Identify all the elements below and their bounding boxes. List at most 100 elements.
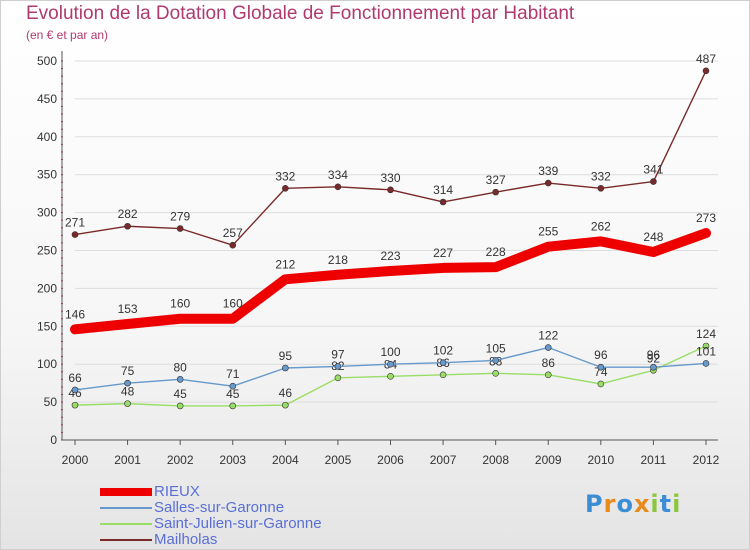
data-label-salles-sur-garonne-2007: 102 [433, 344, 453, 358]
data-label-saint-julien-sur-garonne-2004: 46 [279, 386, 293, 400]
x-tick-label-2009: 2009 [535, 453, 562, 467]
data-label-mailholas-2012: 487 [696, 52, 716, 66]
data-label-saint-julien-sur-garonne-2001: 48 [121, 385, 135, 399]
data-label-saint-julien-sur-garonne-2003: 45 [226, 387, 240, 401]
x-tick-label-2010: 2010 [587, 453, 614, 467]
data-point-salles-sur-garonne-2006 [387, 360, 394, 368]
data-point-saint-julien-sur-garonne-2000 [71, 401, 79, 409]
data-point-saint-julien-sur-garonne-2003 [229, 402, 237, 410]
legend-label-saint-julien: Saint-Julien-sur-Garonne [154, 515, 322, 532]
x-tick-label-2002: 2002 [167, 453, 194, 467]
legend-swatch-mailholas [100, 539, 152, 541]
x-tick-label-2007: 2007 [430, 453, 457, 467]
data-label-saint-julien-sur-garonne-2002: 45 [173, 387, 187, 401]
y-tick-label-400: 400 [37, 130, 57, 144]
data-label-rieux-2007: 227 [433, 246, 453, 260]
legend-label-rieux: RIEUX [154, 483, 200, 500]
data-point-saint-julien-sur-garonne-2010 [597, 380, 605, 388]
data-label-mailholas-2002: 279 [170, 210, 190, 224]
data-point-salles-sur-garonne-2003 [229, 382, 237, 390]
data-label-salles-sur-garonne-2000: 66 [68, 371, 82, 385]
x-tick-label-2012: 2012 [693, 453, 720, 467]
data-point-saint-julien-sur-garonne-2007 [439, 371, 447, 379]
y-tick-label-300: 300 [37, 206, 57, 220]
chart-title: Evolution de la Dotation Globale de Fonc… [26, 3, 575, 24]
data-point-salles-sur-garonne-2001 [124, 379, 131, 387]
data-label-rieux-2012: 273 [696, 211, 716, 225]
legend-swatch-saint-julien [100, 523, 152, 525]
data-point-salles-sur-garonne-2009 [544, 344, 552, 351]
data-point-saint-julien-sur-garonne-2012 [702, 342, 710, 350]
data-point-mailholas-2008 [492, 188, 499, 196]
data-label-mailholas-2011: 341 [643, 163, 663, 177]
data-point-salles-sur-garonne-2005 [334, 363, 342, 370]
legend-item-saint-julien: Saint-Julien-sur-Garonne [100, 516, 400, 532]
chart-subtitle: (en € et par an) [26, 28, 109, 42]
data-point-mailholas-2005 [334, 183, 342, 191]
data-label-mailholas-2000: 271 [65, 216, 85, 230]
data-label-salles-sur-garonne-2002: 80 [173, 360, 187, 374]
x-tick-label-2000: 2000 [62, 453, 89, 467]
data-point-salles-sur-garonne-2002 [176, 376, 184, 383]
data-point-saint-julien-sur-garonne-2004 [282, 401, 289, 409]
data-label-rieux-2001: 153 [118, 302, 138, 316]
data-point-saint-julien-sur-garonne-2009 [544, 371, 552, 379]
y-tick-label-250: 250 [37, 244, 57, 258]
x-tick-label-2008: 2008 [482, 453, 509, 467]
data-point-saint-julien-sur-garonne-2008 [492, 369, 499, 377]
legend-label-salles: Salles-sur-Garonne [154, 499, 285, 516]
data-point-mailholas-2006 [387, 186, 394, 194]
data-label-rieux-2005: 218 [328, 253, 348, 267]
data-point-mailholas-2011 [650, 178, 657, 185]
data-label-rieux-2004: 212 [275, 257, 295, 271]
data-label-saint-julien-sur-garonne-2011: 92 [647, 351, 661, 365]
data-label-salles-sur-garonne-2010: 96 [594, 348, 608, 362]
data-point-salles-sur-garonne-2010 [597, 363, 605, 371]
data-point-salles-sur-garonne-2007 [439, 359, 447, 366]
data-label-mailholas-2004: 332 [275, 169, 295, 183]
y-tick-label-350: 350 [37, 168, 57, 182]
data-point-mailholas-2000 [71, 231, 79, 238]
y-tick-label-200: 200 [37, 281, 57, 295]
data-label-salles-sur-garonne-2005: 97 [331, 347, 345, 361]
data-point-mailholas-2002 [176, 225, 184, 232]
data-label-mailholas-2001: 282 [118, 207, 138, 221]
legend: RIEUX Salles-sur-Garonne Saint-Julien-su… [100, 484, 400, 548]
legend-item-rieux: RIEUX [100, 484, 400, 500]
data-label-saint-julien-sur-garonne-2010: 74 [594, 365, 608, 379]
series-line-rieux [70, 228, 711, 335]
y-tick-label-0: 0 [50, 433, 57, 447]
data-label-saint-julien-sur-garonne-2009: 86 [542, 356, 556, 370]
data-label-salles-sur-garonne-2009: 122 [538, 329, 558, 343]
data-point-mailholas-2001 [124, 222, 131, 230]
logo-letter: i [672, 490, 682, 518]
data-point-mailholas-2009 [544, 179, 552, 187]
x-tick-label-2003: 2003 [219, 453, 246, 467]
data-label-salles-sur-garonne-2001: 75 [121, 364, 135, 378]
x-tick-label-2004: 2004 [272, 453, 299, 467]
data-label-mailholas-2006: 330 [380, 171, 400, 185]
data-point-salles-sur-garonne-2011 [650, 363, 657, 371]
data-label-salles-sur-garonne-2008: 105 [486, 341, 506, 355]
data-point-salles-sur-garonne-2012 [702, 360, 710, 367]
data-label-rieux-2002: 160 [170, 297, 190, 311]
x-tick-label-2005: 2005 [325, 453, 352, 467]
legend-swatch-salles [100, 507, 152, 509]
data-label-rieux-2006: 223 [380, 249, 400, 263]
data-point-mailholas-2010 [597, 185, 605, 192]
data-label-mailholas-2008: 327 [486, 173, 506, 187]
y-tick-label-500: 500 [37, 54, 57, 68]
legend-label-mailholas: Mailholas [154, 531, 218, 548]
logo-letter: t [659, 490, 673, 518]
x-tick-label-2006: 2006 [377, 453, 404, 467]
x-tick-label-2001: 2001 [114, 453, 141, 467]
data-label-rieux-2003: 160 [223, 297, 243, 311]
data-label-rieux-2000: 146 [65, 307, 85, 321]
data-point-salles-sur-garonne-2008 [492, 357, 499, 364]
legend-swatch-rieux [100, 488, 152, 496]
data-point-saint-julien-sur-garonne-2001 [124, 400, 131, 407]
y-tick-label-450: 450 [37, 92, 57, 106]
legend-item-mailholas: Mailholas [100, 532, 400, 548]
data-label-salles-sur-garonne-2006: 100 [380, 345, 400, 359]
